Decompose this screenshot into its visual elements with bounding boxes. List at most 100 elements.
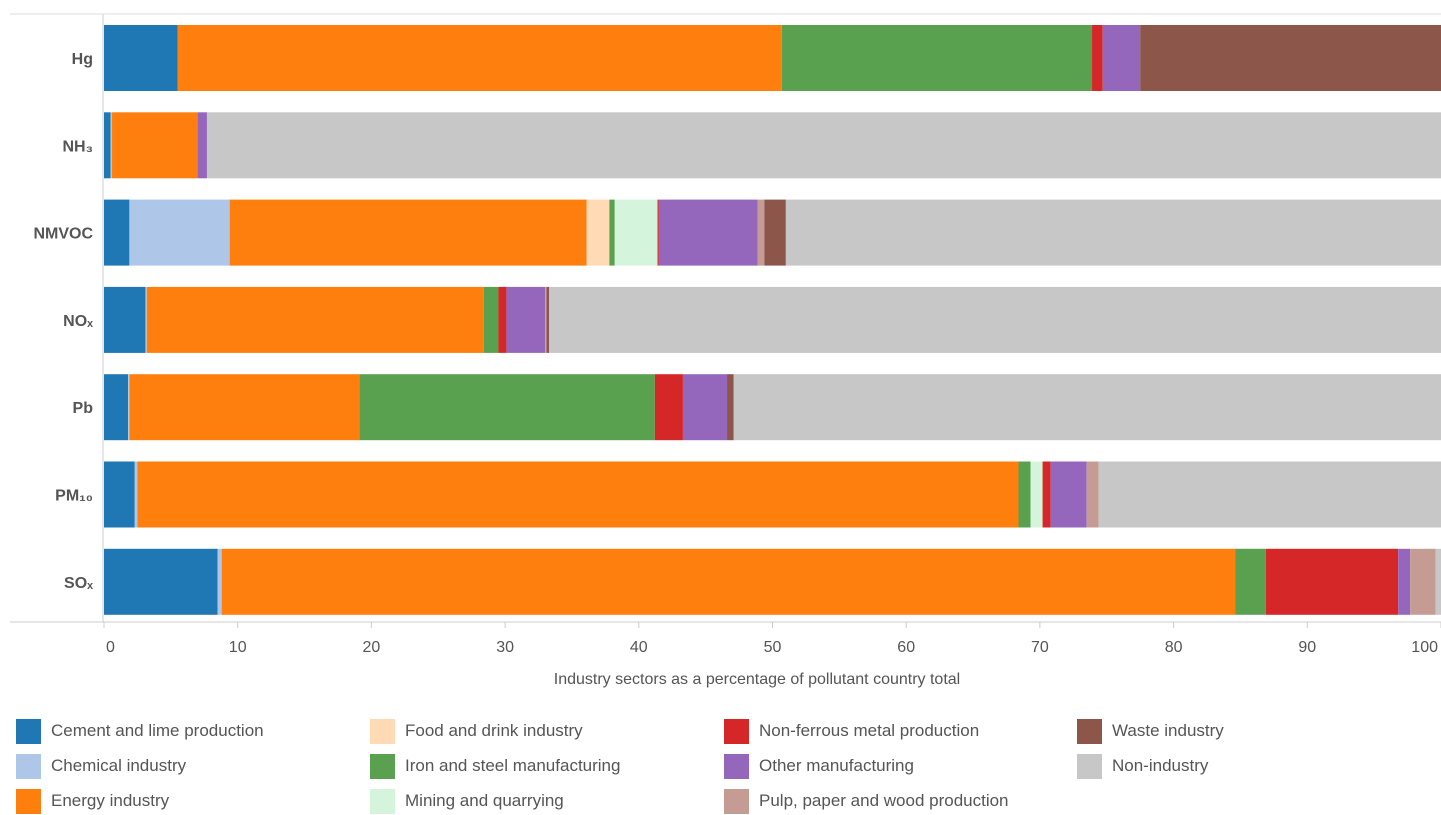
legend-item[interactable]: Chemical industry	[16, 753, 186, 779]
legend-label: Waste industry	[1112, 721, 1224, 740]
bar-segment[interactable]	[1102, 25, 1141, 91]
bar-segment[interactable]	[129, 199, 230, 266]
bar-segment[interactable]	[104, 286, 146, 353]
bar-segment[interactable]	[506, 286, 546, 353]
legend-swatch	[16, 718, 41, 744]
bar-segment[interactable]	[104, 374, 129, 441]
x-tick-label: 30	[496, 639, 514, 656]
legend-label: Food and drink industry	[405, 721, 583, 740]
bar-segment[interactable]	[129, 374, 360, 441]
legend-item[interactable]: Pulp, paper and wood production	[724, 788, 1009, 814]
bar-segment[interactable]	[654, 374, 683, 441]
legend-item[interactable]: Other manufacturing	[724, 753, 914, 779]
bar-segment[interactable]	[128, 374, 130, 441]
bar-segment[interactable]	[1098, 461, 1441, 528]
bar-segment[interactable]	[1235, 548, 1266, 615]
bar-segment[interactable]	[104, 461, 135, 528]
bar-segment[interactable]	[221, 548, 1236, 615]
bar-segment[interactable]	[110, 112, 113, 179]
legend-label: Pulp, paper and wood production	[759, 791, 1009, 810]
bar-segment[interactable]	[104, 112, 111, 179]
bar-segment[interactable]	[1092, 25, 1103, 91]
x-tick-label: 70	[1031, 639, 1049, 656]
bar-segment[interactable]	[359, 374, 655, 441]
legend-label: Iron and steel manufacturing	[405, 756, 621, 775]
legend-label: Non-industry	[1112, 756, 1209, 775]
bar-segment[interactable]	[1030, 461, 1043, 528]
bar-segment[interactable]	[549, 286, 1441, 353]
x-tick-label: 100	[1411, 639, 1438, 656]
bar-segment[interactable]	[197, 112, 207, 179]
legend-item[interactable]: Food and drink industry	[370, 718, 583, 744]
bar-segment[interactable]	[733, 374, 1441, 441]
bar-segment[interactable]	[1140, 25, 1441, 91]
category-label: NMVOC	[33, 226, 93, 243]
bar-segment[interactable]	[145, 286, 147, 353]
legend-swatch	[16, 753, 41, 779]
legend-swatch	[370, 718, 395, 744]
bar-segment[interactable]	[1410, 548, 1436, 615]
x-axis-title: Industry sectors as a percentage of poll…	[554, 671, 960, 688]
bar-segment[interactable]	[137, 461, 1019, 528]
x-tick-label: 50	[764, 639, 782, 656]
bar-segment[interactable]	[586, 199, 610, 266]
bar-segment[interactable]	[657, 199, 659, 266]
x-tick-label: 90	[1298, 639, 1316, 656]
bar-segment[interactable]	[1086, 461, 1099, 528]
legend-item[interactable]: Cement and lime production	[16, 718, 264, 744]
legend-swatch	[16, 788, 41, 814]
bar-segment[interactable]	[781, 25, 1093, 91]
bar-segment[interactable]	[1050, 461, 1087, 528]
bar-segment[interactable]	[1398, 548, 1411, 615]
legend-swatch	[370, 788, 395, 814]
category-label: NH₃	[62, 138, 93, 155]
bar-segment[interactable]	[614, 199, 658, 266]
bar-segment[interactable]	[682, 374, 728, 441]
category-label: Hg	[72, 51, 93, 68]
bar-segment[interactable]	[146, 286, 484, 353]
bar-segment[interactable]	[1265, 548, 1399, 615]
bar-segment[interactable]	[757, 199, 765, 266]
bar-segment[interactable]	[1042, 461, 1051, 528]
legend-item[interactable]: Iron and steel manufacturing	[370, 753, 620, 779]
legend-item[interactable]: Non-ferrous metal production	[724, 718, 979, 744]
category-label: PM₁₀	[55, 488, 93, 505]
x-tick-label: 40	[630, 639, 648, 656]
bar-segment[interactable]	[112, 112, 198, 179]
category-label: NOₓ	[63, 313, 93, 330]
bar-segment[interactable]	[609, 199, 615, 266]
legend: Cement and lime production Chemical indus…	[16, 718, 1436, 814]
bar-segment[interactable]	[498, 286, 507, 353]
bar-segment[interactable]	[206, 112, 1441, 179]
legend-item[interactable]: Waste industry	[1077, 718, 1224, 744]
bar-segment[interactable]	[658, 199, 758, 266]
bar-segment[interactable]	[217, 548, 222, 615]
bar-segment[interactable]	[104, 199, 130, 266]
legend-item[interactable]: Energy industry	[16, 788, 169, 814]
bar-segment[interactable]	[229, 199, 587, 266]
bar-segment[interactable]	[545, 286, 547, 353]
legend-label: Cement and lime production	[51, 721, 264, 740]
bar-segment[interactable]	[177, 25, 782, 91]
legend-swatch	[370, 753, 395, 779]
bar-segment[interactable]	[1435, 548, 1441, 615]
bar-segment[interactable]	[104, 25, 178, 91]
category-label: Pb	[73, 400, 94, 417]
legend-swatch	[724, 718, 749, 744]
legend-label: Chemical industry	[51, 756, 187, 775]
legend-swatch	[724, 753, 749, 779]
bar-segment[interactable]	[483, 286, 499, 353]
bar-segment[interactable]	[764, 199, 786, 266]
legend-item[interactable]: Non-industry	[1077, 753, 1208, 779]
bar-segment[interactable]	[785, 199, 1441, 266]
bar-segment[interactable]	[134, 461, 138, 528]
bar-segment[interactable]	[104, 548, 218, 615]
bar-segment[interactable]	[1018, 461, 1031, 528]
legend-label: Energy industry	[51, 791, 170, 810]
bar-segment[interactable]	[546, 286, 550, 353]
legend-label: Non-ferrous metal production	[759, 721, 980, 740]
legend-item[interactable]: Mining and quarrying	[370, 788, 564, 814]
bar-segment[interactable]	[727, 374, 734, 441]
x-tick-label: 20	[363, 639, 381, 656]
